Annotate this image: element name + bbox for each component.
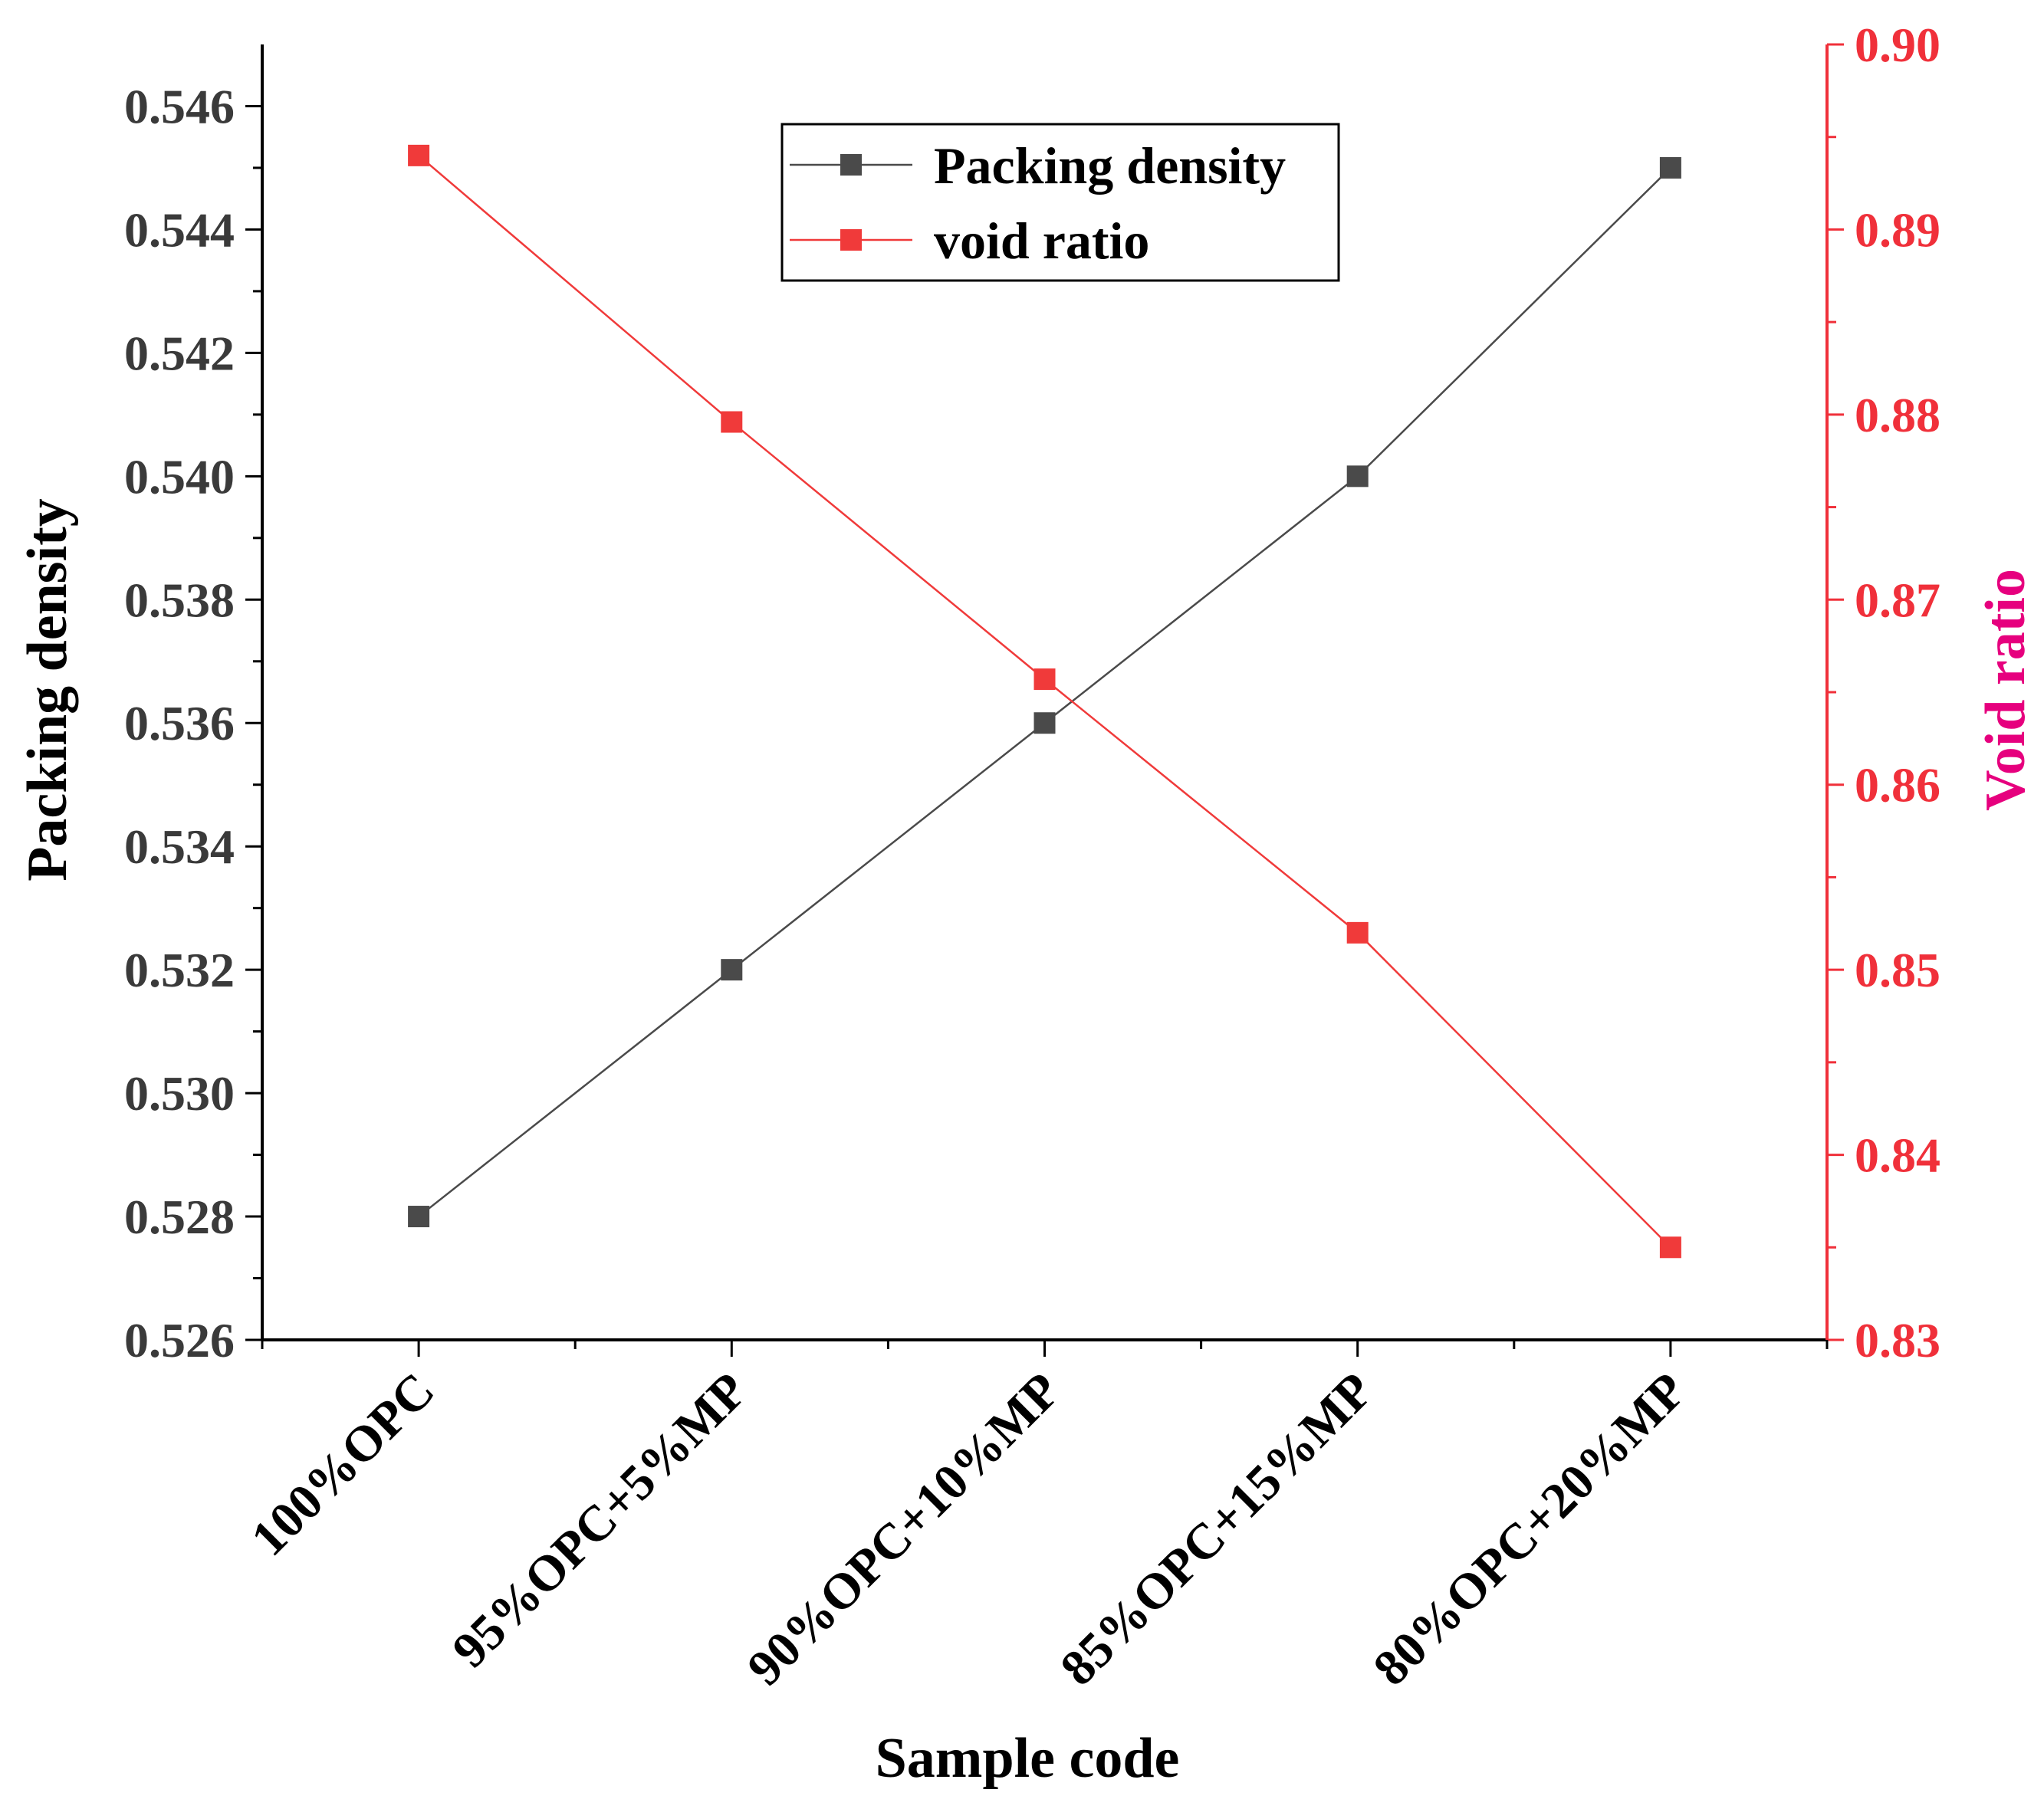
data-point-void-ratio: [408, 144, 430, 166]
data-point-void-ratio: [1659, 1236, 1681, 1259]
data-point-packing-density: [721, 959, 743, 981]
left-y-tick-label: 0.542: [124, 326, 235, 380]
left-y-tick-label: 0.526: [124, 1313, 235, 1367]
right-y-tick-label: 0.84: [1855, 1128, 1940, 1183]
left-y-axis-title: Packing density: [16, 498, 79, 882]
data-point-void-ratio: [1346, 921, 1369, 944]
left-y-tick-label: 0.536: [124, 696, 235, 750]
legend: Packing density void ratio: [780, 123, 1340, 282]
left-y-tick-label: 0.532: [124, 943, 235, 997]
legend-marker-packing-density: [840, 154, 862, 176]
x-axis-title: Sample code: [876, 1727, 1180, 1790]
right-y-tick-label: 0.87: [1855, 573, 1940, 627]
left-y-tick-label: 0.544: [124, 202, 235, 257]
right-y-tick-label: 0.86: [1855, 758, 1940, 813]
left-y-tick-label: 0.528: [124, 1190, 235, 1244]
left-y-tick-label: 0.540: [124, 449, 235, 504]
right-y-tick-label: 0.88: [1855, 388, 1940, 442]
left-y-tick-label: 0.546: [124, 79, 235, 133]
series-line-void-ratio: [418, 154, 1671, 1249]
data-point-void-ratio: [1034, 668, 1056, 691]
legend-marker-void-ratio: [840, 229, 862, 251]
right-y-tick-label: 0.83: [1855, 1313, 1940, 1367]
legend-box: [780, 123, 1340, 282]
x-tick-label: 95%OPC+5%MP: [442, 1362, 758, 1679]
left-y-tick-label: 0.538: [124, 573, 235, 627]
legend-label-void-ratio: void ratio: [934, 212, 1149, 270]
right-y-tick-label: 0.89: [1855, 202, 1940, 257]
left-y-tick-label: 0.530: [124, 1066, 235, 1121]
x-tick-label: 90%OPC+10%MP: [737, 1362, 1071, 1696]
data-point-packing-density: [1034, 712, 1056, 734]
left-y-tick-label: 0.534: [124, 819, 235, 874]
right-y-tick-label: 0.85: [1855, 943, 1940, 997]
x-tick-label: 80%OPC+20%MP: [1363, 1362, 1697, 1696]
x-tick-label: 100%OPC: [241, 1362, 445, 1567]
right-y-tick-label: 0.90: [1855, 18, 1940, 72]
data-point-packing-density: [408, 1206, 430, 1228]
x-tick-label: 85%OPC+15%MP: [1050, 1362, 1384, 1696]
data-point-void-ratio: [721, 411, 743, 433]
legend-label-packing-density: Packing density: [934, 136, 1286, 195]
right-y-axis-title: Void ratio: [1974, 569, 2037, 811]
data-point-packing-density: [1346, 465, 1369, 488]
data-point-packing-density: [1659, 156, 1681, 179]
